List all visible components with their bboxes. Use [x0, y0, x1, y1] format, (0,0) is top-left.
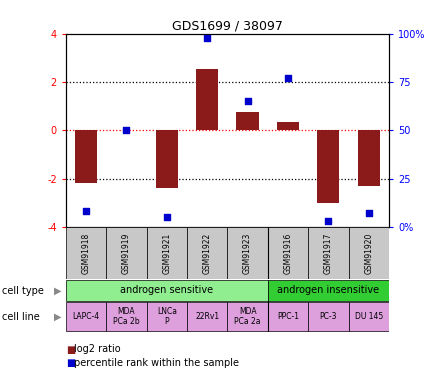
Text: GSM91920: GSM91920	[364, 232, 373, 274]
Bar	[348, 227, 389, 279]
Text: LAPC-4: LAPC-4	[73, 312, 99, 321]
Text: androgen sensitive: androgen sensitive	[120, 285, 213, 295]
Bar	[348, 302, 389, 331]
Point	[204, 34, 210, 40]
Text: androgen insensitive: androgen insensitive	[277, 285, 380, 295]
Point	[163, 214, 170, 220]
Bar	[147, 227, 187, 279]
Text: cell line: cell line	[2, 312, 40, 321]
Text: ▶: ▶	[54, 286, 61, 296]
Text: ■: ■	[66, 358, 75, 368]
Point	[244, 98, 251, 104]
Bar	[317, 130, 340, 203]
Bar	[147, 302, 187, 331]
Bar	[196, 69, 218, 130]
Bar	[66, 280, 268, 301]
Title: GDS1699 / 38097: GDS1699 / 38097	[172, 20, 283, 33]
Bar	[308, 227, 348, 279]
Text: 22Rv1: 22Rv1	[195, 312, 219, 321]
Bar	[308, 302, 348, 331]
Text: MDA
PCa 2b: MDA PCa 2b	[113, 307, 140, 326]
Text: GSM91922: GSM91922	[203, 232, 212, 274]
Bar	[106, 227, 147, 279]
Text: MDA
PCa 2a: MDA PCa 2a	[234, 307, 261, 326]
Text: percentile rank within the sample: percentile rank within the sample	[74, 358, 239, 368]
Text: GSM91919: GSM91919	[122, 232, 131, 274]
Bar	[268, 302, 308, 331]
Text: GSM91917: GSM91917	[324, 232, 333, 274]
Text: PPC-1: PPC-1	[277, 312, 299, 321]
Text: DU 145: DU 145	[354, 312, 383, 321]
Bar	[156, 130, 178, 188]
Bar	[66, 227, 106, 279]
Bar	[236, 112, 259, 130]
Bar	[227, 302, 268, 331]
Point	[325, 218, 332, 224]
Text: GSM91921: GSM91921	[162, 232, 171, 274]
Text: cell type: cell type	[2, 286, 44, 296]
Point	[123, 128, 130, 134]
Point	[82, 209, 89, 214]
Point	[285, 75, 292, 81]
Text: GSM91916: GSM91916	[283, 232, 292, 274]
Bar	[66, 302, 106, 331]
Bar	[277, 122, 299, 130]
Bar	[268, 280, 389, 301]
Bar	[187, 227, 227, 279]
Text: LNCa
P: LNCa P	[157, 307, 177, 326]
Point	[365, 210, 372, 216]
Text: ▶: ▶	[54, 312, 61, 321]
Bar	[268, 227, 308, 279]
Text: GSM91923: GSM91923	[243, 232, 252, 274]
Text: log2 ratio: log2 ratio	[74, 345, 121, 354]
Bar	[106, 302, 147, 331]
Text: GSM91918: GSM91918	[82, 232, 91, 274]
Text: PC-3: PC-3	[320, 312, 337, 321]
Bar	[357, 130, 380, 186]
Text: ■: ■	[66, 345, 75, 354]
Bar	[227, 227, 268, 279]
Bar	[75, 130, 97, 183]
Bar	[187, 302, 227, 331]
